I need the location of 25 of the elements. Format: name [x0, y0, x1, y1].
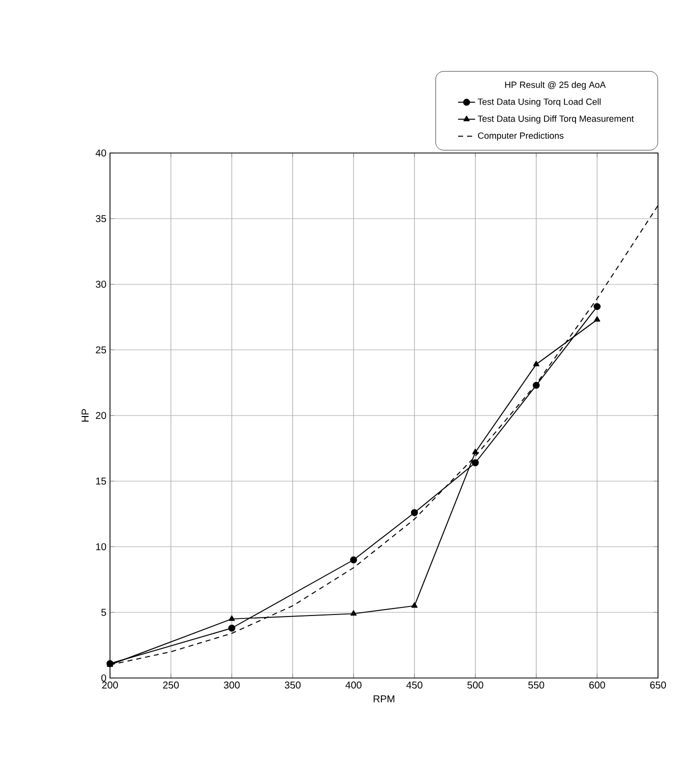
x-tick-label: 500 [467, 682, 484, 689]
y-tick-label: 15 [96, 478, 106, 485]
y-tick-label: 0 [101, 674, 106, 682]
x-tick-label: 600 [589, 682, 606, 689]
legend-label: Test Data Using Torq Load Cell [478, 98, 601, 107]
legend-title: HP Result @ 25 deg AoA [505, 81, 606, 90]
x-tick-label: 450 [406, 682, 422, 689]
y-tick-label: 10 [96, 543, 106, 550]
x-tick-label: 250 [163, 682, 179, 689]
x-axis-title: RPM [374, 695, 394, 702]
x-tick-label: 650 [650, 682, 666, 689]
x-tick-label: 200 [102, 682, 118, 689]
x-tick-label: 300 [224, 682, 240, 689]
y-tick-label: 5 [101, 608, 106, 616]
y-tick-label: 25 [96, 346, 106, 354]
legend-label: Computer Predictions [478, 132, 564, 141]
y-tick-label: 20 [96, 412, 106, 420]
x-tick-label: 350 [284, 682, 301, 689]
y-tick-label: 30 [96, 280, 106, 288]
x-tick-label: 550 [528, 682, 544, 689]
y-tick-label: 35 [96, 215, 106, 222]
y-tick-label: 40 [96, 149, 106, 157]
legend-label: Test Data Using Diff Torq Measurement [478, 115, 634, 124]
y-axis-title: HP [82, 409, 89, 422]
x-tick-label: 400 [345, 682, 362, 689]
